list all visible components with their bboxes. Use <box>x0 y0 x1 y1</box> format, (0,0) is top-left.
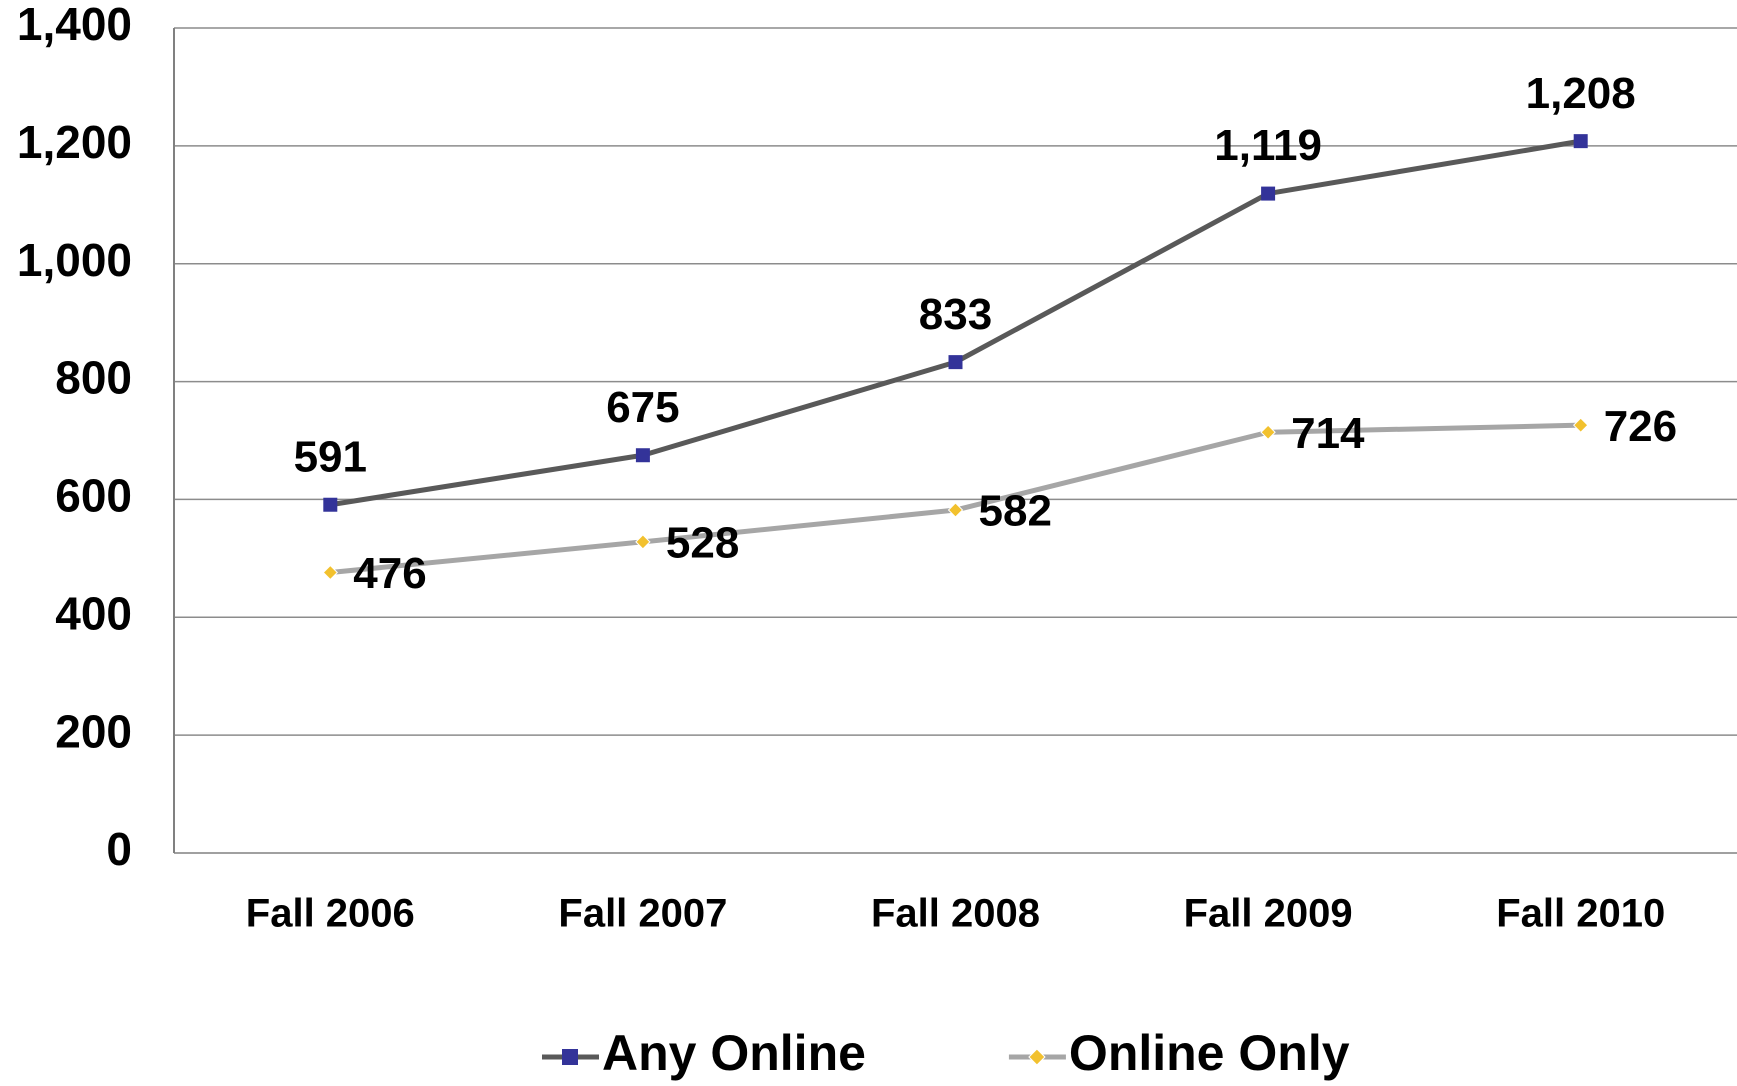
data-label: 675 <box>606 383 679 432</box>
data-label: 528 <box>666 518 739 567</box>
data-label: 1,208 <box>1526 69 1636 118</box>
x-tick-label: Fall 2009 <box>1184 892 1353 936</box>
data-label: 1,119 <box>1214 121 1322 170</box>
data-label: 591 <box>294 432 367 481</box>
data-point <box>947 502 964 518</box>
data-point <box>635 534 651 550</box>
data-label: 714 <box>1291 409 1365 458</box>
legend-marker <box>562 1049 578 1065</box>
data-point <box>1260 424 1276 440</box>
data-point <box>1261 186 1276 201</box>
y-tick-label: 200 <box>55 705 132 757</box>
data-point <box>323 497 338 512</box>
data-label: 833 <box>919 290 992 339</box>
y-tick-label: 1,400 <box>17 0 132 50</box>
legend-marker <box>1028 1048 1046 1066</box>
data-point <box>948 355 963 370</box>
y-tick-label: 600 <box>55 470 132 522</box>
data-point <box>322 564 339 581</box>
y-tick-label: 800 <box>55 352 132 404</box>
x-tick-label: Fall 2010 <box>1496 892 1665 936</box>
data-point <box>1573 134 1588 149</box>
y-tick-label: 1,000 <box>17 234 132 286</box>
x-tick-label: Fall 2008 <box>871 892 1040 936</box>
x-tick-label: Fall 2007 <box>558 892 727 936</box>
data-label: 726 <box>1604 402 1677 451</box>
y-tick-label: 400 <box>55 587 132 639</box>
y-tick-label: 0 <box>106 823 132 875</box>
y-tick-label: 1,200 <box>17 116 132 168</box>
data-label: 582 <box>979 487 1052 536</box>
legend-label: Any Online <box>602 1025 866 1081</box>
x-tick-label: Fall 2006 <box>246 892 415 936</box>
data-point <box>635 448 650 463</box>
data-label: 476 <box>353 549 426 598</box>
legend-label: Online Only <box>1069 1025 1350 1081</box>
data-point <box>1572 417 1589 433</box>
